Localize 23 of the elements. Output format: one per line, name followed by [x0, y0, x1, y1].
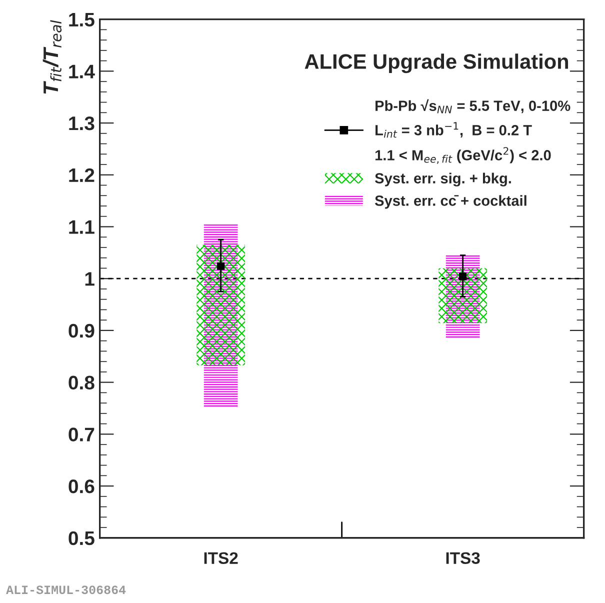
legend-label: Syst. err. sig. + bkg. — [374, 172, 511, 186]
y-tick-label: 0.8 — [68, 376, 94, 390]
x-tick-label: ITS3 — [446, 552, 480, 564]
legend-label: Syst. err. cc̄ + cocktail — [374, 195, 526, 209]
y-tick-label: 0.7 — [68, 428, 94, 442]
annotation: 1.1 < M$_{ee,fit}$ (GeV/c$^{2}$) < 2.0 — [375, 147, 551, 164]
legend-label: L$_{int}$ = 3 nb$^{−1}$, B = 0.2 T — [376, 122, 532, 138]
y-tick-label: 0.5 — [68, 531, 94, 546]
text: ALI-SIMUL-306864 — [6, 586, 126, 594]
annotation: Pb-Pb √s$_{NN}$ = 5.5 TeV, 0-10% — [376, 99, 570, 114]
y-tick-label: 1.5 — [69, 12, 94, 27]
y-tick-label: 1.2 — [69, 168, 94, 182]
y-tick-label: 1.1 — [69, 220, 94, 234]
y-tick-label: 0.6 — [68, 479, 94, 494]
bar — [438, 268, 488, 324]
y-tick-label: 1 — [85, 272, 94, 286]
x-tick-label: ITS2 — [204, 552, 238, 564]
bar — [196, 244, 246, 366]
text: ALICE Upgrade Simulation — [304, 54, 568, 74]
y-axis-title: T$_{fit}$/T$_{real}$ — [42, 20, 62, 94]
y-tick-label: 1.3 — [69, 116, 94, 130]
y-tick-label: 1.4 — [69, 64, 95, 78]
y-tick-label: 0.9 — [68, 324, 94, 338]
